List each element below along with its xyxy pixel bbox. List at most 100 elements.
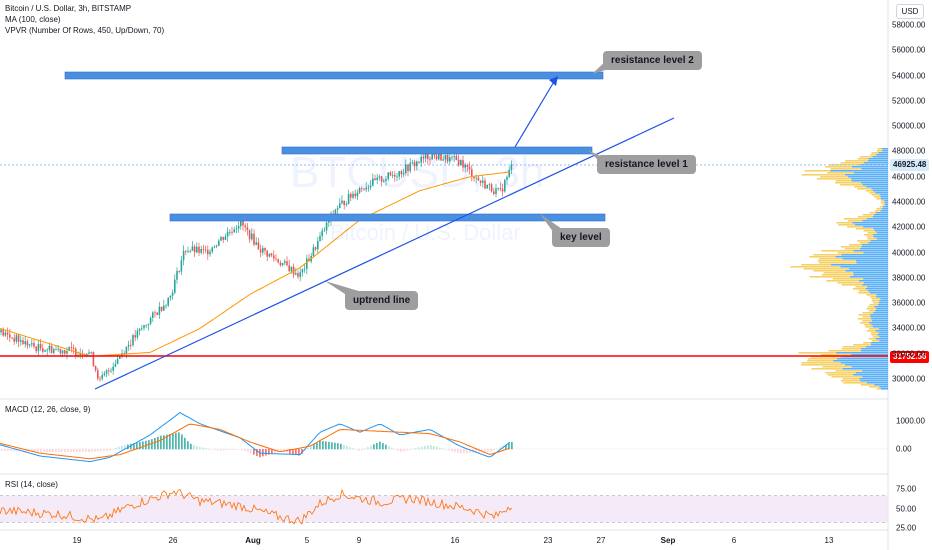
vpvr-up-bar <box>867 238 877 240</box>
macd-histogram-bar <box>22 449 24 452</box>
candle <box>354 193 356 197</box>
symbol-title[interactable]: Bitcoin / U.S. Dollar, 3h, BITSTAMP <box>5 4 132 13</box>
macd-histogram-bar <box>403 449 405 452</box>
candle <box>266 250 268 257</box>
macd-histogram-bar <box>340 443 342 450</box>
uptrend-line-label[interactable]: uptrend line <box>345 291 419 310</box>
candle <box>178 271 180 272</box>
macd-histogram-bar <box>235 449 237 450</box>
vpvr-up-bar <box>859 242 869 244</box>
vpvr-down-bar <box>880 388 888 390</box>
vpvr-down-bar <box>866 218 888 220</box>
macd-histogram-bar <box>421 446 423 450</box>
resistance-level-1-label[interactable]: resistance level 1 <box>597 155 696 174</box>
candle <box>59 348 62 354</box>
vpvr-up-bar <box>866 190 874 192</box>
vpvr-up-bar <box>849 244 863 246</box>
macd-label[interactable]: MACD (12, 26, close, 9) <box>5 405 91 414</box>
vpvr-down-bar <box>854 224 888 226</box>
vpvr-legend[interactable]: VPVR (Number Of Rows, 450, Up/Down, 70) <box>5 26 165 35</box>
candle <box>15 335 18 342</box>
vpvr-up-bar <box>857 240 871 242</box>
candle <box>187 251 189 252</box>
candle <box>442 159 444 161</box>
candle <box>116 358 119 365</box>
breakout-arrow-line <box>514 79 556 148</box>
candle <box>369 185 372 188</box>
candle <box>295 273 297 275</box>
vpvr-down-bar <box>876 308 888 310</box>
candle <box>325 222 328 231</box>
macd-histogram-bar <box>97 449 99 452</box>
vpvr-up-bar <box>843 218 867 220</box>
vpvr-down-bar <box>830 170 888 172</box>
vpvr-up-bar <box>801 264 832 266</box>
vpvr-down-bar <box>870 344 888 346</box>
vpvr-up-bar <box>871 340 880 342</box>
candle <box>22 340 24 345</box>
macd-histogram-bar <box>496 448 498 450</box>
macd-histogram-bar <box>418 447 420 450</box>
candle <box>466 165 469 167</box>
vpvr-up-bar <box>801 174 846 176</box>
vpvr-down-bar <box>869 314 888 316</box>
macd-histogram-bar <box>49 449 51 453</box>
macd-histogram-bar <box>334 442 336 450</box>
candle <box>224 236 227 240</box>
macd-histogram-bar <box>460 449 462 454</box>
resistance-level-2-label[interactable]: resistance level 2 <box>603 51 702 70</box>
vpvr-up-bar <box>870 332 879 334</box>
vpvr-down-bar <box>881 148 888 150</box>
macd-histogram-bar <box>469 449 471 454</box>
macd-histogram-bar <box>226 449 228 451</box>
macd-histogram-bar <box>388 446 390 450</box>
candle <box>209 251 211 255</box>
candle <box>182 250 185 261</box>
vpvr-up-bar <box>835 180 852 182</box>
candle <box>409 162 411 172</box>
candle <box>17 335 20 342</box>
candle <box>339 203 341 209</box>
macd-histogram-bar <box>229 449 231 450</box>
vpvr-down-bar <box>876 294 888 296</box>
vpvr-up-bar <box>852 288 866 290</box>
vpvr-up-bar <box>876 208 882 210</box>
candle <box>504 179 506 192</box>
candle <box>253 233 255 245</box>
current-price-tag: 46925.48 <box>890 159 930 171</box>
macd-histogram-bar <box>313 443 315 450</box>
candle <box>72 347 75 349</box>
macd-histogram-bar <box>376 442 378 450</box>
macd-histogram-bar <box>79 449 81 453</box>
price-axis-label: 56000.00 <box>892 45 926 55</box>
vpvr-up-bar <box>880 202 885 204</box>
vpvr-up-bar <box>865 326 874 328</box>
key-level-label[interactable]: key level <box>552 228 610 247</box>
candle <box>303 268 306 270</box>
macd-histogram-bar <box>493 449 495 451</box>
vpvr-down-bar <box>860 380 888 382</box>
candle <box>101 375 103 379</box>
vpvr-up-bar <box>857 318 872 320</box>
macd-histogram-bar <box>163 435 165 450</box>
vpvr-down-bar <box>865 288 888 290</box>
macd-histogram-bar <box>430 445 432 450</box>
candle <box>132 335 134 346</box>
vpvr-down-bar <box>873 190 888 192</box>
vpvr-up-bar <box>858 314 870 316</box>
vpvr-up-bar <box>862 320 872 322</box>
macd-histogram-bar <box>184 437 186 450</box>
moving-average-line <box>0 171 511 357</box>
vpvr-up-bar <box>862 316 871 318</box>
vpvr-up-bar <box>841 284 863 286</box>
candle <box>53 349 55 353</box>
vpvr-up-bar <box>876 198 881 200</box>
ma-legend[interactable]: MA (100, close) <box>5 15 61 24</box>
candle <box>28 344 31 346</box>
macd-histogram-bar <box>505 444 507 450</box>
rsi-label[interactable]: RSI (14, close) <box>5 480 58 489</box>
candle <box>334 209 337 214</box>
macd-histogram-bar <box>154 437 156 450</box>
currency-button[interactable]: USD <box>896 4 924 19</box>
